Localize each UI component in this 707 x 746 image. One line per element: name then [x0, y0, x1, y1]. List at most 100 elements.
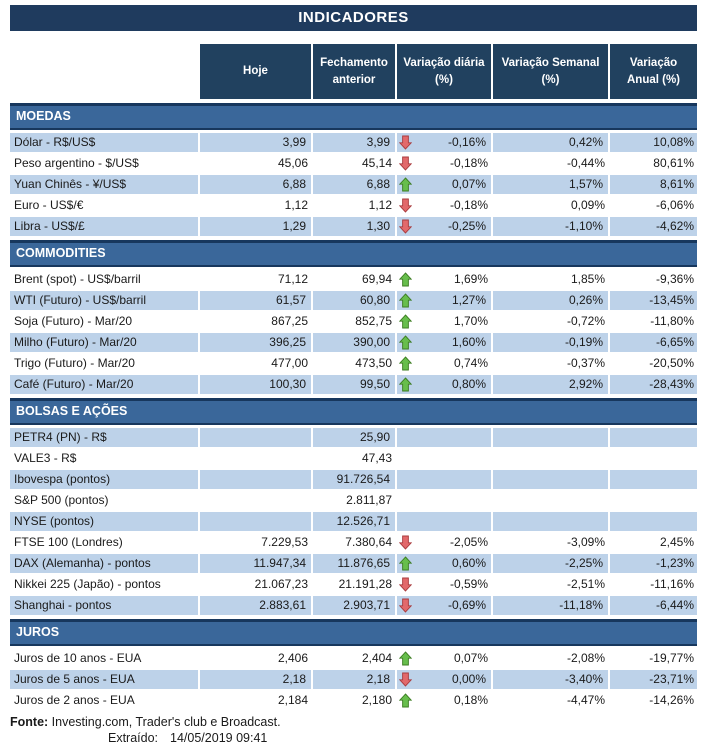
column-header-variacao-semanal: Variação Semanal (%) — [493, 44, 610, 99]
variacao-anual-value: 80,61% — [653, 156, 694, 170]
hoje-value: 100,30 — [200, 375, 313, 394]
row-label: Dólar - R$/US$ — [10, 133, 200, 152]
variacao-diaria-value: 1,69% — [453, 272, 488, 286]
variacao-anual-value: -28,43% — [610, 375, 697, 394]
trend-arrow — [399, 651, 415, 666]
variacao-semanal-value: -2,51% — [566, 577, 605, 591]
fechamento-anterior-value: 390,00 — [313, 333, 397, 352]
row-label: Nikkei 225 (Japão) - pontos — [14, 577, 161, 591]
source-text: Investing.com, Trader's club e Broadcast… — [51, 715, 281, 729]
row-label: Trigo (Futuro) - Mar/20 — [14, 356, 135, 370]
row-label: Juros de 10 anos - EUA — [14, 651, 142, 665]
table-row: DAX (Alemanha) - pontos 11.947,34 11.876… — [10, 554, 697, 573]
section-header: BOLSAS E AÇÕES — [10, 398, 697, 425]
row-label: Yuan Chinês - ¥/US$ — [10, 175, 200, 194]
arrow-down-icon — [399, 135, 412, 150]
hoje-value: 1,12 — [284, 198, 308, 212]
row-label: Euro - US$/€ — [14, 198, 84, 212]
row-label: DAX (Alemanha) - pontos — [10, 554, 200, 573]
trend-arrow — [399, 177, 415, 192]
column-header-hoje: Hoje — [200, 44, 313, 99]
hoje-value: 61,57 — [200, 291, 313, 310]
row-label: WTI (Futuro) - US$/barril — [10, 291, 200, 310]
table-row: WTI (Futuro) - US$/barril 61,57 60,80 1,… — [10, 291, 697, 310]
variacao-semanal-value: -3,40% — [493, 670, 610, 689]
fechamento-anterior-value: 2,404 — [361, 651, 392, 665]
variacao-semanal-value: 2,92% — [493, 375, 610, 394]
variacao-semanal-value: -2,08% — [566, 651, 605, 665]
variacao-diaria-cell: 0,00% — [397, 670, 493, 689]
variacao-diaria-value: -0,69% — [447, 598, 486, 612]
column-header-fechamento-anterior: Fechamento anterior — [313, 44, 397, 99]
variacao-semanal-value: -3,09% — [566, 535, 605, 549]
variacao-semanal-value: 1,85% — [570, 272, 605, 286]
variacao-diaria-value: 1,60% — [451, 335, 486, 349]
variacao-diaria-cell: 0,07% — [397, 649, 493, 668]
variacao-diaria-value: 1,70% — [453, 314, 488, 328]
row-label: Café (Futuro) - Mar/20 — [10, 375, 200, 394]
variacao-diaria-value: 1,27% — [451, 293, 486, 307]
hoje-value — [200, 512, 313, 531]
row-label: Milho (Futuro) - Mar/20 — [10, 333, 200, 352]
variacao-semanal-value: -4,47% — [566, 693, 605, 707]
fechamento-anterior-value: 3,99 — [313, 133, 397, 152]
variacao-diaria-cell: 1,60% — [397, 333, 493, 352]
hoje-value: 71,12 — [277, 272, 308, 286]
table-row: Juros de 10 anos - EUA 2,406 2,404 0,07%… — [10, 649, 697, 668]
hoje-value: 7.229,53 — [261, 535, 308, 549]
variacao-diaria-cell: 1,70% — [397, 312, 493, 331]
table-row: NYSE (pontos) 12.526,71 — [10, 512, 697, 531]
variacao-semanal-value: -2,25% — [493, 554, 610, 573]
table-row: Juros de 2 anos - EUA 2,184 2,180 0,18% … — [10, 691, 697, 710]
table-row: Shanghai - pontos 2.883,61 2.903,71 -0,6… — [10, 596, 697, 615]
section-header: MOEDAS — [10, 103, 697, 130]
arrow-up-icon — [399, 335, 412, 350]
variacao-anual-value: 2,45% — [659, 535, 694, 549]
hoje-value: 867,25 — [271, 314, 308, 328]
trend-arrow — [399, 198, 415, 213]
trend-arrow — [399, 335, 415, 350]
variacao-anual-value — [610, 491, 697, 510]
variacao-diaria-cell: 0,07% — [397, 175, 493, 194]
hoje-value: 11.947,34 — [200, 554, 313, 573]
trend-arrow — [399, 356, 415, 371]
arrow-down-icon — [399, 219, 412, 234]
variacao-semanal-value: -11,18% — [493, 596, 610, 615]
fechamento-anterior-value: 45,14 — [361, 156, 392, 170]
row-label: NYSE (pontos) — [10, 512, 200, 531]
variacao-semanal-value — [493, 449, 610, 468]
source-line: Fonte: Investing.com, Trader's club e Br… — [10, 714, 697, 730]
table-row: Nikkei 225 (Japão) - pontos 21.067,23 21… — [10, 575, 697, 594]
variacao-semanal-value — [493, 491, 610, 510]
source-label: Fonte: — [10, 715, 49, 729]
extracted-timestamp: 14/05/2019 09:41 — [170, 731, 268, 745]
variacao-semanal-value: -0,37% — [566, 356, 605, 370]
variacao-diaria-cell: 0,80% — [397, 375, 493, 394]
trend-arrow — [399, 135, 415, 150]
arrow-down-icon — [399, 156, 412, 171]
variacao-diaria-cell: -0,25% — [397, 217, 493, 236]
variacao-diaria-cell: 0,18% — [397, 691, 493, 710]
variacao-diaria-cell — [397, 449, 493, 468]
trend-arrow — [399, 598, 415, 613]
variacao-anual-value — [610, 512, 697, 531]
variacao-anual-value: -11,80% — [650, 314, 694, 328]
table-row: Peso argentino - $/US$ 45,06 45,14 -0,18… — [10, 154, 697, 173]
variacao-anual-value: -1,23% — [610, 554, 697, 573]
variacao-semanal-value: -0,44% — [566, 156, 605, 170]
fechamento-anterior-value: 69,94 — [361, 272, 392, 286]
variacao-semanal-value — [493, 428, 610, 447]
variacao-semanal-value — [493, 512, 610, 531]
variacao-diaria-cell: 0,60% — [397, 554, 493, 573]
variacao-diaria-value: -0,16% — [447, 135, 486, 149]
variacao-anual-value: -19,77% — [649, 651, 694, 665]
trend-arrow — [399, 293, 415, 308]
arrow-up-icon — [399, 272, 412, 287]
variacao-diaria-value: -2,05% — [449, 535, 488, 549]
arrow-up-icon — [399, 556, 412, 571]
variacao-diaria-cell: -2,05% — [397, 533, 493, 552]
variacao-diaria-cell — [397, 512, 493, 531]
trend-arrow — [399, 556, 415, 571]
variacao-diaria-value: -0,18% — [449, 156, 488, 170]
section-header: JUROS — [10, 619, 697, 646]
